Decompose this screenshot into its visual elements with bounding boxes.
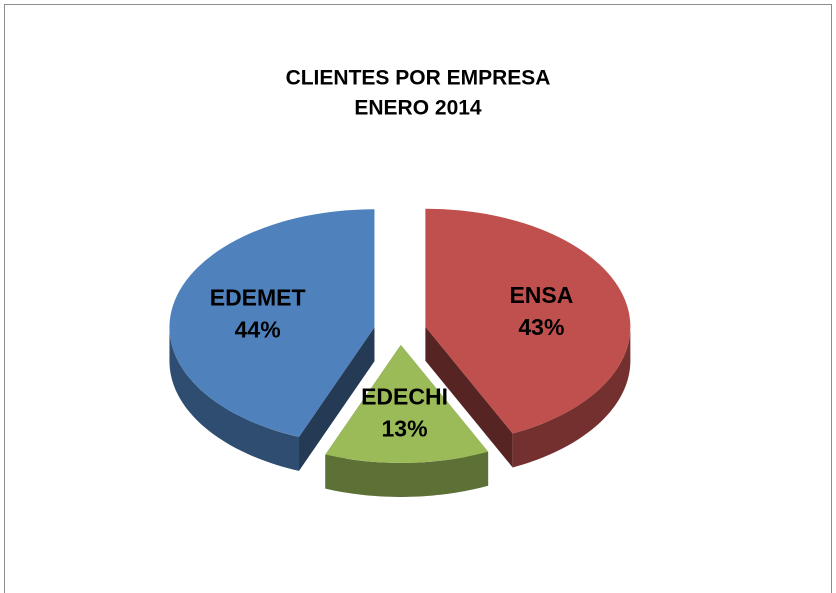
slice-category-label: ENSA [509,282,573,308]
slice-category-label: EDEMET [210,284,306,310]
slice-value-label: 44% [235,316,281,342]
slice [425,208,631,434]
slice-side [425,326,513,468]
slice-side [169,327,299,471]
slice-category-label: EDECHI [361,383,448,409]
slice-side [298,327,375,471]
slice-side [512,326,631,468]
slice-side [325,451,489,497]
slice [325,344,489,463]
chart-title: CLIENTES POR EMPRESA [286,67,551,90]
slice [169,209,375,437]
slice-value-label: 13% [382,415,428,441]
chart-frame [4,4,832,593]
slice-value-label: 43% [518,314,564,340]
chart-subtitle: ENERO 2014 [354,97,482,120]
